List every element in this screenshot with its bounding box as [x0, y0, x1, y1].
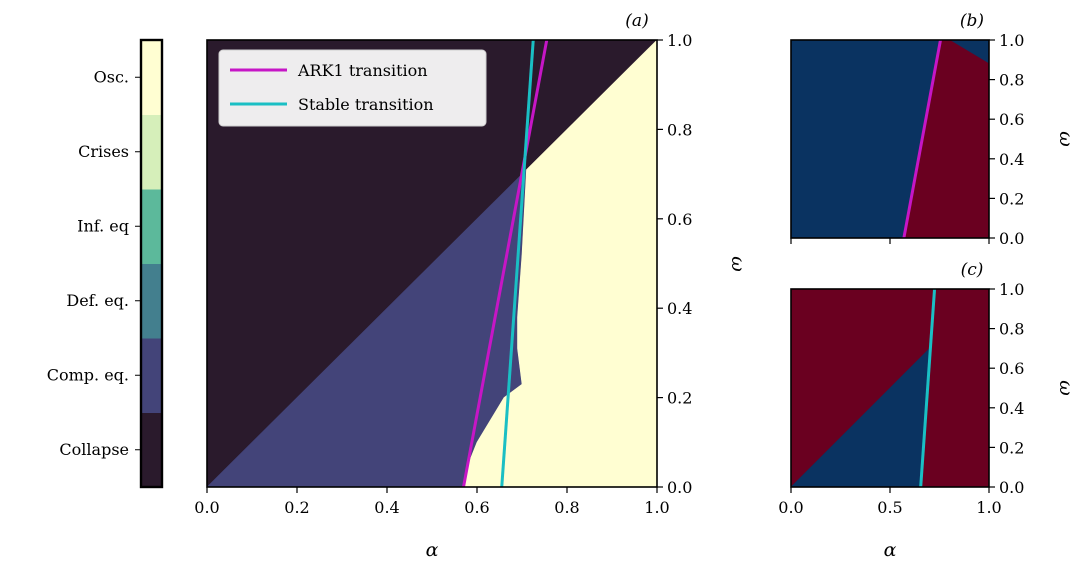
panel-c-xlabel: α — [884, 539, 897, 561]
panel-a-ytick-label: 0.0 — [667, 478, 692, 497]
colorbar-frame — [139, 38, 164, 489]
colorbar-label-0: Collapse — [59, 440, 129, 459]
panel-c-ytick-label: 0.4 — [999, 399, 1024, 418]
panel-c-ytick-label: 0.6 — [999, 359, 1024, 378]
panel-b-ylabel: ω — [1055, 131, 1072, 147]
panel-a: 0.0 0.2 0.4 0.6 0.8 1.0 0.0 0.2 0.4 0.6 0.8 1.0 (a… — [194, 11, 749, 561]
panel-b-ytick-label: 0.4 — [999, 150, 1024, 169]
colorbar-segment-0 — [141, 412, 162, 488]
panel-c-label: (c) — [961, 260, 984, 280]
colorbar-segment-1 — [141, 338, 162, 413]
panel-c-ytick-label: 1.0 — [999, 280, 1024, 299]
panel-c-xtick-label: 0.5 — [877, 498, 902, 517]
legend: ARK1 transition Stable transition — [218, 49, 487, 127]
colorbar: Collapse Comp. eq. Def. eq. Inf. eq Crises Os… — [47, 38, 164, 489]
panel-a-ytick-label: 1.0 — [667, 31, 692, 50]
panel-b-series-0 — [902, 40, 942, 238]
panel-b: 0.0 0.2 0.4 0.6 0.8 1.0 (b) ω — [790, 11, 1072, 248]
panel-a-xtick-label: 0.8 — [554, 498, 579, 517]
panel-a-xtick-label: 0.6 — [464, 498, 489, 517]
panel-b-ytick-label: 0.0 — [999, 229, 1024, 248]
panel-b-label: (b) — [960, 11, 984, 31]
panel-a-frame — [206, 39, 658, 488]
panel-b-ytick-label: 0.8 — [999, 71, 1024, 90]
panel-a-series-0 — [462, 40, 549, 487]
panel-b-ytick-label: 1.0 — [999, 31, 1024, 50]
colorbar-label-2: Def. eq. — [66, 291, 129, 310]
panel-a-ytick-label: 0.2 — [667, 389, 692, 408]
legend-label-stable: Stable transition — [298, 95, 434, 114]
panel-c-series-0 — [919, 289, 937, 487]
panel-a-ytick-label: 0.8 — [667, 120, 692, 139]
panel-c-ylabel: ω — [1055, 380, 1072, 396]
colorbar-segment-5 — [141, 40, 162, 115]
panel-a-xlabel: α — [426, 539, 439, 561]
panel-a-label: (a) — [625, 11, 648, 31]
panel-c: 0.0 0.2 0.4 0.6 0.8 1.0 0.0 0.5 1.0 (c) α ω — [778, 260, 1072, 561]
panel-a-ytick-label: 0.6 — [667, 210, 692, 229]
legend-label-ark1: ARK1 transition — [297, 61, 428, 80]
panel-b-ytick-label: 0.6 — [999, 110, 1024, 129]
panel-c-ytick-label: 0.8 — [999, 320, 1024, 339]
colorbar-segment-3 — [141, 189, 162, 264]
colorbar-segment-4 — [141, 114, 162, 190]
panel-a-xtick-label: 0.4 — [374, 498, 399, 517]
panel-c-ytick-label: 0.2 — [999, 438, 1024, 457]
colorbar-label-1: Comp. eq. — [47, 365, 129, 384]
colorbar-label-3: Inf. eq — [77, 216, 129, 235]
panel-c-ytick-label: 0.0 — [999, 478, 1024, 497]
panel-a-ylabel: ω — [727, 256, 749, 272]
panel-c-xtick-label: 1.0 — [976, 498, 1001, 517]
panel-a-xtick-label: 0.0 — [194, 498, 219, 517]
colorbar-segment-2 — [141, 263, 162, 339]
panel-a-xtick-label: 1.0 — [644, 498, 669, 517]
colorbar-label-5: Osc. — [94, 67, 129, 86]
panel-a-series-1 — [500, 40, 535, 487]
panel-a-region-2 — [463, 40, 657, 487]
panel-c-xtick-label: 0.0 — [778, 498, 803, 517]
panel-b-ytick-label: 0.2 — [999, 189, 1024, 208]
colorbar-label-4: Crises — [78, 142, 129, 161]
panel-a-ytick-label: 0.4 — [667, 299, 692, 318]
panel-a-xtick-label: 0.2 — [284, 498, 309, 517]
